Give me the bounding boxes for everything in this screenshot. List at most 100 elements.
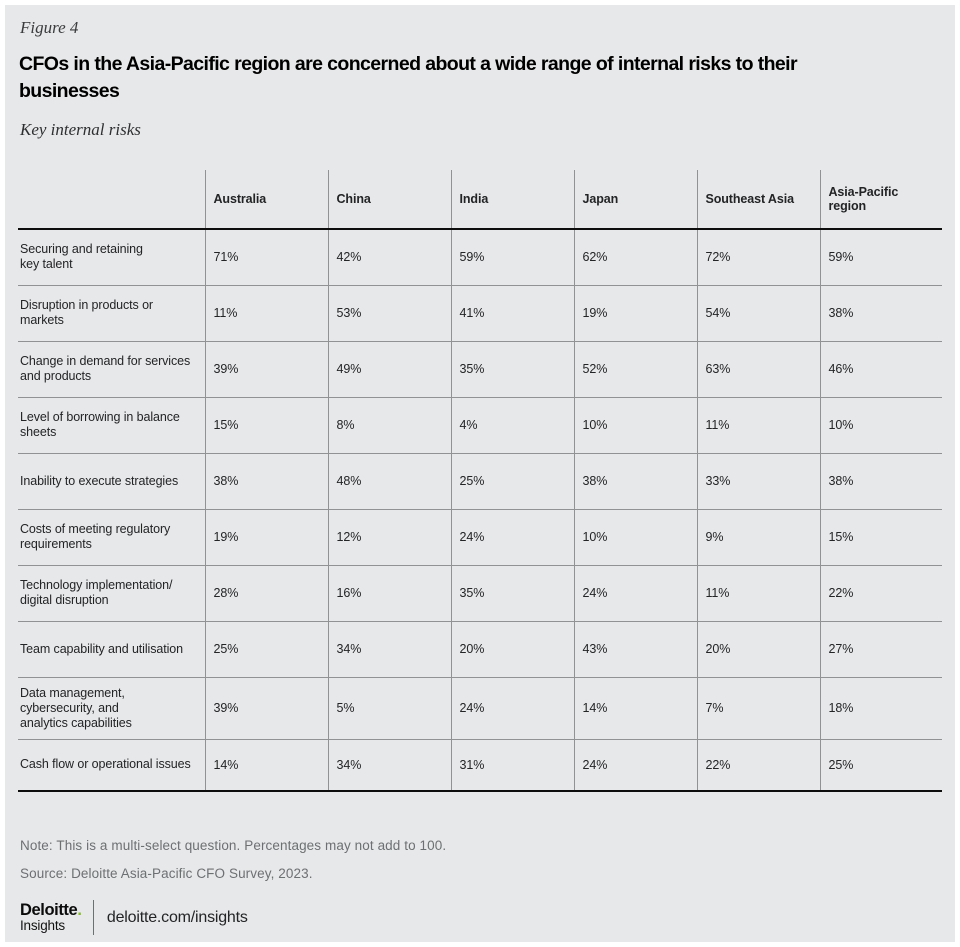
table-cell: 48% [327, 453, 451, 510]
table-cell: 31% [450, 739, 574, 792]
table-cell: 52% [573, 341, 697, 398]
brand-green-dot: . [77, 901, 82, 919]
table-cell: 24% [450, 677, 574, 740]
table-cell: 4% [450, 397, 574, 454]
column-header-india: India [450, 170, 574, 230]
figure-number-label: Figure 4 [20, 18, 79, 37]
table-cell: 11% [696, 397, 820, 454]
table-cell: 49% [327, 341, 451, 398]
table-cell: 38% [819, 453, 942, 510]
insights-url: deloitte.com/insights [106, 908, 248, 926]
table-cell: 24% [573, 739, 697, 792]
table-cell: 38% [204, 453, 328, 510]
table-cell: 11% [204, 285, 328, 342]
table-cell: 10% [819, 397, 942, 454]
table-cell: 59% [450, 229, 574, 286]
table-cell: 41% [450, 285, 574, 342]
table-cell: 14% [573, 677, 697, 740]
table-cell: 38% [819, 285, 942, 342]
row-label: Cash flow or operational issues [18, 739, 205, 792]
table-cell: 7% [696, 677, 820, 740]
note-text: Note: This is a multi-select question. P… [20, 838, 447, 853]
row-label: Costs of meeting regulatory requirements [18, 509, 205, 566]
deloitte-insights-logo: Deloitte. Insights [20, 902, 82, 933]
table-cell: 35% [450, 341, 574, 398]
column-header-china: China [327, 170, 451, 230]
figure-panel: Figure 4 CFOs in the Asia-Pacific region… [5, 5, 955, 942]
table-cell: 63% [696, 341, 820, 398]
table-cell: 25% [204, 621, 328, 678]
table-cell: 18% [819, 677, 942, 740]
table-cell: 72% [696, 229, 820, 286]
table-cell: 9% [696, 509, 820, 566]
table-cell: 22% [819, 565, 942, 622]
table-cell: 20% [450, 621, 574, 678]
table-cell: 25% [450, 453, 574, 510]
table-row: Team capability and utilisation 25% 34% … [18, 621, 942, 678]
table-cell: 24% [573, 565, 697, 622]
table-cell: 46% [819, 341, 942, 398]
table-cell: 5% [327, 677, 451, 740]
table-cell: 11% [696, 565, 820, 622]
table-cell: 43% [573, 621, 697, 678]
table-cell: 20% [696, 621, 820, 678]
source-text: Source: Deloitte Asia-Pacific CFO Survey… [20, 866, 313, 881]
table-row: Disruption in products or markets 11% 53… [18, 285, 942, 342]
row-label: Level of borrowing in balance sheets [18, 397, 205, 454]
row-label: Securing and retaining key talent [18, 229, 205, 286]
table-cell: 22% [696, 739, 820, 792]
table-cell: 19% [573, 285, 697, 342]
row-label: Change in demand for services and produc… [18, 341, 205, 398]
table-cell: 53% [327, 285, 451, 342]
table-cell: 24% [450, 509, 574, 566]
table-cell: 71% [204, 229, 328, 286]
row-label-column-header [18, 170, 205, 230]
table-cell: 27% [819, 621, 942, 678]
table-cell: 10% [573, 509, 697, 566]
table-cell: 15% [819, 509, 942, 566]
table-cell: 14% [204, 739, 328, 792]
table-cell: 34% [327, 621, 451, 678]
table-cell: 19% [204, 509, 328, 566]
figure-subtitle: Key internal risks [20, 120, 141, 139]
table-cell: 39% [204, 677, 328, 740]
table-row: Technology implementation/ digital disru… [18, 565, 942, 622]
table-cell: 38% [573, 453, 697, 510]
table-row: Level of borrowing in balance sheets 15%… [18, 397, 942, 454]
table-cell: 42% [327, 229, 451, 286]
table-cell: 15% [204, 397, 328, 454]
table-row: Cash flow or operational issues 14% 34% … [18, 739, 942, 792]
table-cell: 33% [696, 453, 820, 510]
table-header-row: Australia China India Japan Southeast As… [18, 170, 942, 230]
table-cell: 8% [327, 397, 451, 454]
row-label: Inability to execute strategies [18, 453, 205, 510]
table-cell: 54% [696, 285, 820, 342]
table-cell: 16% [327, 565, 451, 622]
column-header-australia: Australia [204, 170, 328, 230]
brand-name: Deloitte [20, 901, 78, 919]
table-cell: 25% [819, 739, 942, 792]
table-row: Change in demand for services and produc… [18, 341, 942, 398]
column-header-japan: Japan [573, 170, 697, 230]
table-row: Data management, cybersecurity, and anal… [18, 677, 942, 740]
row-label: Technology implementation/ digital disru… [18, 565, 205, 622]
row-label: Team capability and utilisation [18, 621, 205, 678]
table-cell: 12% [327, 509, 451, 566]
table-cell: 34% [327, 739, 451, 792]
table-row: Costs of meeting regulatory requirements… [18, 509, 942, 566]
table-cell: 59% [819, 229, 942, 286]
table-cell: 10% [573, 397, 697, 454]
footer-divider [92, 900, 94, 935]
row-label: Disruption in products or markets [18, 285, 205, 342]
table-cell: 28% [204, 565, 328, 622]
table-row: Inability to execute strategies 38% 48% … [18, 453, 942, 510]
table-cell: 62% [573, 229, 697, 286]
figure-title: CFOs in the Asia-Pacific region are conc… [19, 53, 798, 102]
brand-sub-label: Insights [20, 918, 65, 933]
column-header-southeast-asia: Southeast Asia [696, 170, 820, 230]
table-cell: 35% [450, 565, 574, 622]
column-header-asia-pacific-region: Asia-Pacific region [819, 170, 942, 230]
table-row: Securing and retaining key talent 71% 42… [18, 229, 942, 286]
row-label: Data management, cybersecurity, and anal… [18, 677, 205, 740]
